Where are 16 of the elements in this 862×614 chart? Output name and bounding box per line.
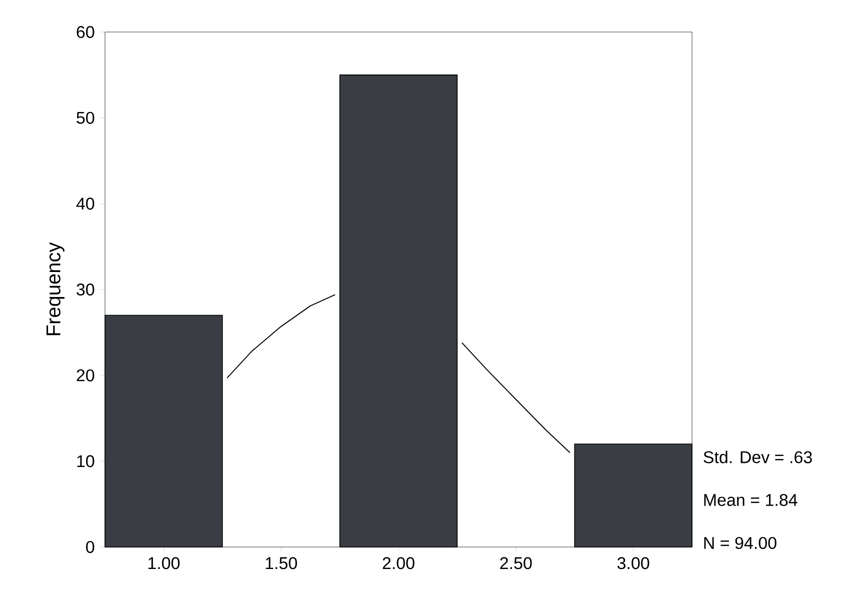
y-tick-label: 0 bbox=[86, 540, 94, 554]
y-tick-label: 20 bbox=[76, 369, 94, 382]
x-tick-label: 2.50 bbox=[500, 557, 532, 570]
text: N = 94.00 bbox=[704, 536, 776, 550]
y-tick-label: 60 bbox=[76, 26, 94, 38]
x-tick-label: 1.50 bbox=[266, 557, 297, 570]
y-axis-title: Frequency bbox=[46, 242, 64, 336]
y-tick-label: 50 bbox=[76, 112, 94, 124]
text: Std. Dev = .63 bbox=[704, 450, 812, 464]
y-tick-label: 10 bbox=[77, 455, 94, 468]
y-tick-label: 30 bbox=[76, 283, 94, 296]
text: Mean = 1.84 bbox=[704, 494, 798, 506]
x-tick-label: 1.00 bbox=[148, 557, 180, 570]
x-tick-label: 2.00 bbox=[382, 557, 414, 570]
y-tick-label: 40 bbox=[76, 198, 94, 210]
x-tick-label: 3.00 bbox=[617, 557, 650, 570]
